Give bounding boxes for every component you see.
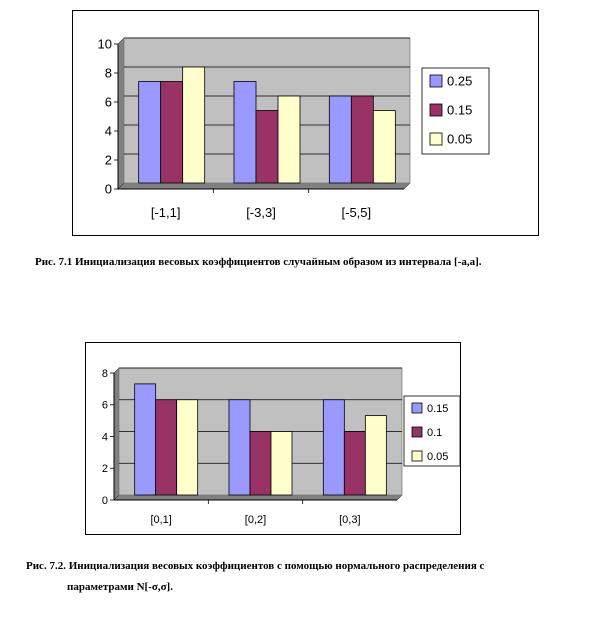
chart-1-legend-swatch <box>429 132 443 146</box>
chart-2-legend-swatch <box>411 426 423 438</box>
chart-2: 0 2 4 6 8 [0,1] [0,2] [0,3] 0.15 0.1 0.05 <box>102 367 461 526</box>
chart-2-floor <box>113 494 403 501</box>
chart-1-legend-label: 0.15 <box>447 103 472 118</box>
chart-2-category-label: [0,2] <box>245 514 266 526</box>
chart-2-bar <box>270 431 293 496</box>
chart-2-ytick-label: 6 <box>102 400 108 412</box>
chart-2-legend-label: 0.1 <box>427 427 442 439</box>
chart-1: 0 2 4 6 8 10 [-1,1] [-3,3] [-5,5] 0.25 0.15 0.05 <box>98 37 490 220</box>
chart-2-category-label: [0,1] <box>150 514 171 526</box>
chart-2-ytick-label: 8 <box>102 368 108 380</box>
chart-2-legend-label: 0.15 <box>427 403 448 415</box>
chart-2-bar <box>322 399 345 496</box>
chart-1-category-label: [-3,3] <box>246 205 276 220</box>
chart-1-floor <box>117 182 411 190</box>
chart-2-side-wall <box>113 367 120 501</box>
chart-1-category-label: [-1,1] <box>151 205 181 220</box>
chart-1-legend-swatch <box>429 103 443 117</box>
chart-2-frame: 0 2 4 6 8 [0,1] [0,2] [0,3] 0.15 0.1 0.05 <box>85 342 461 535</box>
figure-1-caption: Рис. 7.1 Инициализация весовых коэффицие… <box>35 256 482 268</box>
chart-2-bar <box>343 431 366 496</box>
chart-1-bar <box>182 66 206 184</box>
chart-1-bar <box>277 95 301 184</box>
chart-1-bar <box>350 95 374 184</box>
chart-2-ytick-label: 2 <box>102 463 108 475</box>
chart-2-bar <box>155 399 178 496</box>
chart-2-legend-swatch <box>411 402 423 414</box>
chart-2-legend-swatch <box>411 450 423 462</box>
chart-2-legend-label: 0.05 <box>427 451 448 463</box>
chart-2-bar <box>134 383 157 496</box>
chart-2-category-label: [0,3] <box>339 514 360 526</box>
chart-2-ytick-label: 4 <box>102 431 108 443</box>
chart-1-ytick-label: 8 <box>105 66 112 81</box>
chart-1-bar <box>255 110 279 184</box>
chart-1-bar <box>328 95 352 184</box>
chart-1-ytick-label: 10 <box>98 37 112 52</box>
chart-2-ytick-label: 0 <box>102 495 108 507</box>
figure-2-caption-line-2: параметрами N[-σ,σ]. <box>67 581 173 593</box>
chart-1-legend-label: 0.25 <box>447 74 472 89</box>
chart-1-bar <box>372 110 396 184</box>
chart-1-ytick-label: 4 <box>105 124 112 139</box>
chart-1-bar <box>233 81 257 184</box>
chart-1-legend-swatch <box>429 74 443 88</box>
chart-1-ytick-label: 0 <box>105 182 112 197</box>
chart-2-bar <box>249 431 272 496</box>
chart-1-side-wall <box>117 37 125 190</box>
chart-2-bar <box>228 399 251 496</box>
chart-2-bar <box>176 399 199 496</box>
chart-1-bar <box>160 81 184 184</box>
chart-1-frame: 0 2 4 6 8 10 [-1,1] [-3,3] [-5,5] 0.25 0.15 0.05 <box>72 10 539 236</box>
chart-1-ytick-label: 2 <box>105 153 112 168</box>
chart-2-bar <box>364 415 387 496</box>
chart-1-legend-label: 0.05 <box>447 132 472 147</box>
chart-1-category-label: [-5,5] <box>342 205 372 220</box>
chart-1-bar <box>138 81 162 184</box>
figure-2-caption-line-1: Рис. 7.2. Инициализация весовых коэффици… <box>26 560 485 572</box>
chart-1-ytick-label: 6 <box>105 95 112 110</box>
